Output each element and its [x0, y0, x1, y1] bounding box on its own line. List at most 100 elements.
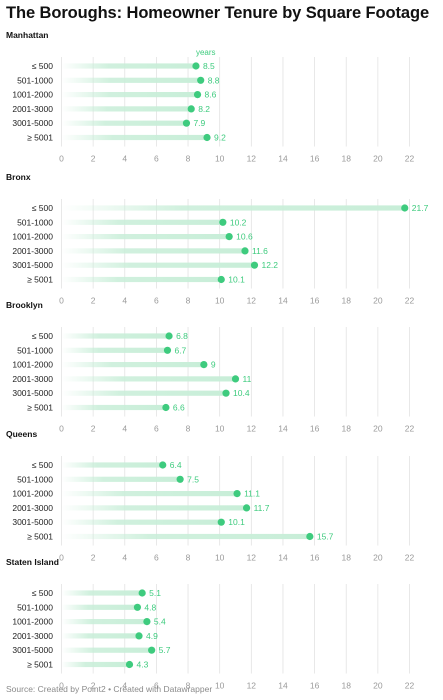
category-label: 1001-2000 [12, 90, 53, 100]
data-point [162, 403, 170, 412]
value-label: 9.2 [214, 133, 226, 143]
category-label: 3001-5000 [12, 118, 53, 128]
stem-bar [61, 106, 192, 112]
x-tick-label: 10 [215, 681, 225, 691]
stem-bar [61, 63, 196, 69]
footer-credit[interactable]: Created with Datawrapper [113, 684, 213, 694]
x-tick-label: 12 [247, 154, 257, 164]
data-point [159, 461, 167, 469]
x-tick-label: 16 [310, 681, 320, 691]
category-label: 1001-2000 [12, 360, 53, 370]
data-point [222, 389, 230, 397]
x-tick-label: 20 [373, 296, 383, 306]
category-label: ≥ 5001 [27, 403, 53, 413]
x-tick-label: 10 [215, 296, 225, 306]
x-tick-label: 4 [122, 553, 127, 563]
value-label: 5.4 [154, 617, 166, 627]
stem-bar [61, 533, 310, 540]
x-tick-label: 12 [247, 296, 257, 306]
x-tick-label: 22 [405, 681, 415, 691]
value-label: 10.1 [228, 275, 245, 285]
category-label: 1001-2000 [12, 232, 53, 242]
stem-bar [61, 120, 187, 126]
stem-bar [61, 347, 168, 353]
stem-bar [61, 619, 147, 625]
x-tick-label: 4 [122, 424, 127, 434]
x-tick-label: 8 [186, 154, 191, 164]
chart-title: The Boroughs: Homeowner Tenure by Square… [6, 4, 430, 22]
data-point [203, 133, 211, 142]
x-tick-label: 2 [91, 154, 96, 164]
value-label: 6.4 [170, 460, 182, 470]
stem-bar [61, 604, 138, 610]
value-label: 15.7 [317, 532, 334, 542]
category-label: 501-1000 [17, 602, 53, 612]
panel-title-queens: Queens [6, 429, 37, 439]
value-label: 5.1 [149, 588, 161, 598]
category-label: ≥ 5001 [27, 532, 53, 542]
value-label: 6.7 [174, 345, 186, 355]
x-tick-label: 20 [373, 553, 383, 563]
x-tick-label: 0 [59, 681, 64, 691]
x-tick-label: 2 [91, 553, 96, 563]
x-tick-label: 22 [405, 154, 415, 164]
value-label: 5.7 [159, 645, 171, 655]
category-label: 1001-2000 [12, 617, 53, 627]
value-label: 11.1 [244, 489, 260, 499]
stem-bar [61, 276, 222, 283]
stem-bar [61, 92, 198, 98]
x-tick-label: 6 [154, 681, 159, 691]
x-tick-label: 20 [373, 424, 383, 434]
panel-title-bronx: Bronx [6, 172, 31, 182]
data-point [242, 504, 251, 512]
data-point [231, 375, 240, 383]
value-label: 10.1 [228, 517, 245, 527]
x-tick-label: 20 [373, 681, 383, 691]
x-tick-label: 4 [122, 154, 127, 164]
data-point [187, 105, 195, 113]
stem-bar [61, 647, 152, 653]
category-label: 3001-5000 [12, 260, 53, 270]
x-tick-label: 18 [341, 154, 351, 164]
x-tick-label: 2 [91, 681, 96, 691]
data-point [401, 204, 409, 212]
x-tick-label: 22 [405, 553, 415, 563]
x-tick-label: 18 [341, 296, 351, 306]
value-label: 11 [243, 374, 252, 384]
category-label: 3001-5000 [12, 388, 53, 398]
stem-bar [61, 262, 255, 268]
stem-bar [61, 505, 247, 511]
value-label: 10.4 [233, 388, 250, 398]
data-point [241, 247, 249, 255]
x-tick-label: 12 [247, 424, 257, 434]
value-label: 8.6 [205, 90, 217, 100]
category-label: ≤ 500 [32, 61, 53, 71]
category-label: 3001-5000 [12, 645, 53, 655]
x-tick-label: 4 [122, 296, 127, 306]
data-point [135, 632, 143, 640]
x-tick-label: 22 [405, 296, 415, 306]
data-point [125, 660, 134, 669]
stem-bar [61, 590, 143, 596]
footer-separator: • [105, 684, 114, 694]
panel-title-manhattan: Manhattan [6, 30, 49, 40]
data-point [192, 62, 200, 70]
x-tick-label: 0 [59, 296, 64, 306]
chart-footer: Source: Created by Point2 • Created with… [6, 684, 212, 694]
x-tick-label: 14 [278, 553, 288, 563]
category-label: ≤ 500 [32, 588, 53, 598]
x-tick-label: 6 [154, 424, 159, 434]
value-label: 10.6 [236, 232, 253, 242]
value-label: 4.9 [146, 631, 158, 641]
x-tick-label: 10 [215, 154, 225, 164]
category-label: 501-1000 [17, 474, 53, 484]
category-label: 501-1000 [17, 75, 53, 85]
stem-bar [61, 77, 201, 83]
x-tick-label: 2 [91, 424, 96, 434]
stem-bar [61, 248, 245, 254]
value-label: 7.5 [187, 474, 199, 484]
category-label: 501-1000 [17, 345, 53, 355]
category-label: 2001-3000 [12, 246, 53, 256]
x-tick-label: 14 [278, 424, 288, 434]
